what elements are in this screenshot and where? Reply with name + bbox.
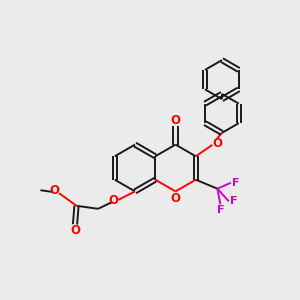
- Text: F: F: [232, 178, 239, 188]
- Text: O: O: [170, 191, 181, 205]
- Text: F: F: [230, 196, 237, 206]
- Text: F: F: [217, 205, 225, 215]
- Text: O: O: [170, 114, 181, 127]
- Text: O: O: [108, 194, 118, 207]
- Text: O: O: [212, 137, 222, 150]
- Text: O: O: [49, 184, 59, 197]
- Text: O: O: [70, 224, 80, 237]
